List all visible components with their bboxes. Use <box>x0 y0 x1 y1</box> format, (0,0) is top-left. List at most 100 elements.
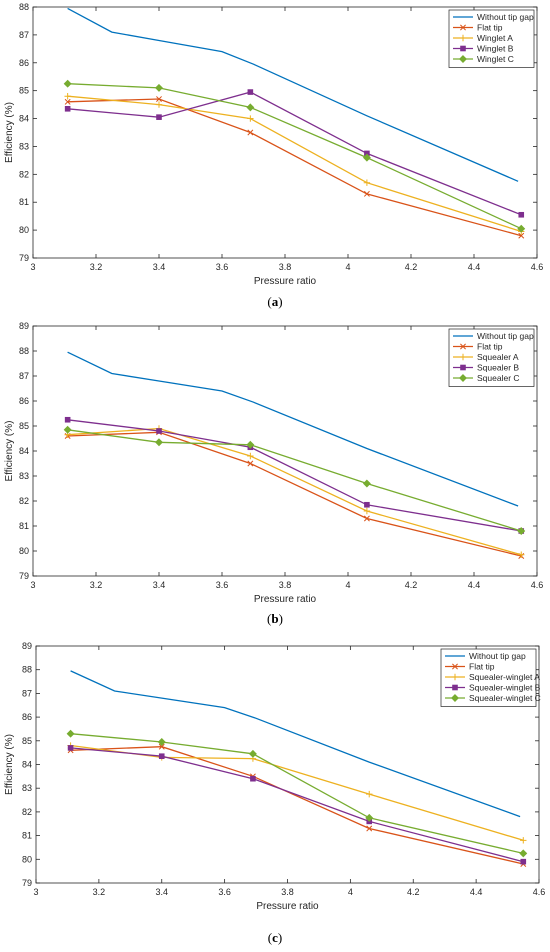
y-tick-label: 84 <box>22 760 32 770</box>
legend-marker <box>451 673 459 681</box>
x-tick-label: 3.2 <box>93 887 106 897</box>
legend-entry: Squealer C <box>477 373 520 383</box>
series-0 <box>67 7 519 182</box>
data-point <box>247 452 254 460</box>
legend-marker <box>452 663 458 670</box>
legend-entry: Flat tip <box>469 662 495 672</box>
y-tick-label: 85 <box>19 421 29 431</box>
data-point <box>156 96 162 102</box>
data-point <box>517 527 526 535</box>
data-point <box>247 115 254 122</box>
x-tick-label: 3.4 <box>153 580 166 590</box>
data-point <box>66 729 75 738</box>
y-tick-label: 89 <box>22 641 32 651</box>
data-point <box>363 190 370 197</box>
y-tick-label: 87 <box>19 30 29 40</box>
data-point <box>246 103 255 112</box>
data-point <box>64 105 71 112</box>
y-tick-label: 79 <box>22 878 32 888</box>
y-tick-label: 86 <box>22 712 32 722</box>
data-point <box>518 211 525 218</box>
legend-entry: Flat tip <box>477 342 503 352</box>
legend-entry: Winglet C <box>477 54 514 64</box>
data-point <box>158 753 165 760</box>
x-tick-label: 3.6 <box>216 580 229 590</box>
y-tick-label: 81 <box>22 831 32 841</box>
x-tick-label: 4.2 <box>407 887 420 897</box>
series-line <box>67 7 519 182</box>
x-tick-label: 4.6 <box>533 887 546 897</box>
legend-entry: Flat tip <box>477 23 503 33</box>
x-tick-label: 3.8 <box>279 580 292 590</box>
x-tick-label: 4.2 <box>405 580 418 590</box>
x-tick-label: 3 <box>30 580 35 590</box>
y-tick-label: 84 <box>19 446 29 456</box>
x-tick-label: 4.4 <box>468 262 481 272</box>
y-tick-label: 82 <box>22 807 32 817</box>
chart-panel-c: 3 3.2 3.4 3.6 3.8 4 4.2 4.4 4.6 79 80 81 82 83 84 85 86 8… <box>0 636 550 952</box>
data-point <box>366 825 373 832</box>
caption-b: (b) <box>267 611 283 626</box>
data-point <box>248 749 257 758</box>
y-tick-label: 80 <box>19 546 29 556</box>
x-tick-label: 4 <box>348 887 353 897</box>
x-tick-label: 4 <box>345 262 350 272</box>
data-point <box>362 479 371 488</box>
y-tick-label: 80 <box>22 854 32 864</box>
series-0 <box>70 670 521 818</box>
legend-entry: Squealer-winglet B <box>469 683 541 693</box>
data-point <box>520 837 527 844</box>
data-point <box>67 745 74 751</box>
data-point <box>518 232 525 239</box>
x-axis-label: Pressure ratio <box>256 901 319 912</box>
data-point <box>155 83 163 92</box>
data-point <box>155 101 163 108</box>
legend-marker <box>459 55 467 63</box>
y-tick-label: 82 <box>19 496 29 506</box>
data-point <box>365 813 374 822</box>
series-line <box>67 351 519 507</box>
legend-marker <box>460 364 466 371</box>
legend-entry: Squealer-winglet C <box>469 693 541 703</box>
x-tick-label: 3.6 <box>218 887 231 897</box>
data-point <box>518 551 525 558</box>
x-tick-label: 3.2 <box>90 262 103 272</box>
x-tick-label: 3.4 <box>155 887 168 897</box>
data-point <box>247 460 254 467</box>
series-line <box>70 670 521 818</box>
legend-entry: Squealer B <box>477 363 519 373</box>
x-tick-label: 3.4 <box>153 262 166 272</box>
legend-marker <box>451 694 459 702</box>
data-point <box>247 89 254 95</box>
data-point <box>63 79 72 88</box>
y-tick-label: 88 <box>22 665 32 675</box>
y-tick-label: 88 <box>19 346 29 356</box>
legend-marker <box>460 45 466 52</box>
legend-entry: Winglet B <box>477 44 514 54</box>
data-point <box>156 114 162 120</box>
legend-marker <box>459 353 467 361</box>
y-tick-label: 86 <box>19 58 29 68</box>
x-axis-label: Pressure ratio <box>254 276 317 287</box>
chart-b: 3 3.2 3.4 3.6 3.8 4 4.2 4.4 4.6 79 80 81 82 83 84 85 86 8… <box>4 321 543 605</box>
data-point <box>366 790 373 798</box>
data-point <box>156 428 162 434</box>
x-tick-label: 4.4 <box>470 887 483 897</box>
legend-marker <box>460 24 466 31</box>
legend-entry: Without tip gap <box>477 331 534 341</box>
y-tick-label: 85 <box>19 86 29 96</box>
data-point <box>246 440 255 449</box>
y-axis-label: Efficiency (%) <box>4 421 15 482</box>
y-tick-label: 88 <box>19 2 29 12</box>
x-tick-label: 4.4 <box>468 580 481 590</box>
data-point <box>250 775 256 782</box>
data-point <box>363 507 371 515</box>
series-1 <box>64 96 525 239</box>
series-3 <box>64 89 525 218</box>
y-tick-label: 86 <box>19 396 29 406</box>
series-0 <box>67 351 519 507</box>
legend-entry: Squealer A <box>477 352 519 362</box>
